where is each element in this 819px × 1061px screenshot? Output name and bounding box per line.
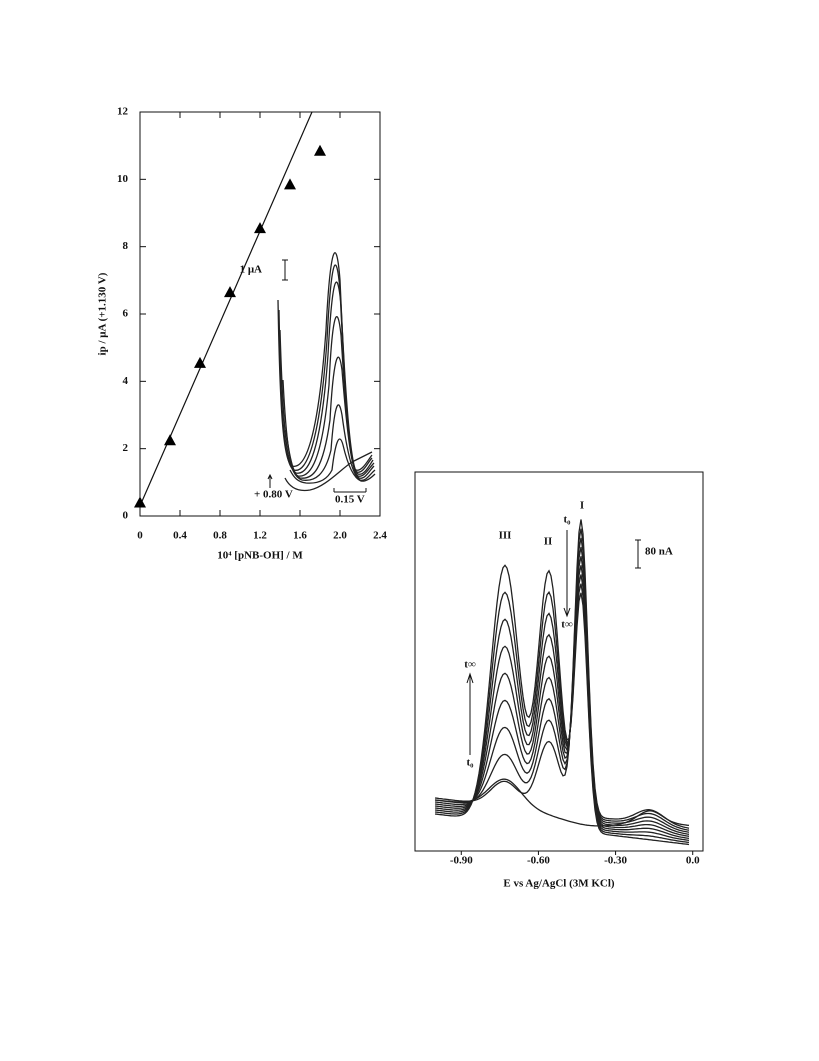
x-tick-label: 1.6 xyxy=(293,530,307,542)
curve xyxy=(434,556,690,837)
marker xyxy=(134,496,146,508)
y-axis-label: ip / μA (+1.130 V) xyxy=(97,272,109,355)
x-tick-label: 0.8 xyxy=(213,530,227,542)
x-tick-label: -0.30 xyxy=(604,855,627,867)
x-axis-label: E vs Ag/AgCl (3M KCl) xyxy=(503,878,615,890)
x-tick-label: 2.4 xyxy=(373,530,387,542)
y-tick-label: 4 xyxy=(123,375,129,387)
x-tick-label: 2.0 xyxy=(333,530,347,542)
marker xyxy=(314,144,326,156)
annotation: 80 nA xyxy=(645,546,673,558)
x-tick-label: -0.60 xyxy=(527,855,550,867)
annotation: + 0.80 V xyxy=(254,489,293,501)
y-tick-label: 12 xyxy=(117,106,129,118)
voltammogram-curves xyxy=(434,519,690,846)
annotation: 0.15 V xyxy=(335,494,365,506)
peak-label: III xyxy=(499,530,512,542)
inset-curves xyxy=(267,252,376,493)
marker xyxy=(224,286,236,298)
plot-frame xyxy=(139,111,381,517)
annotation: t∞ xyxy=(464,659,476,671)
y-tick-label: 10 xyxy=(117,173,129,185)
marker xyxy=(254,222,266,234)
curve xyxy=(434,537,690,833)
plot-frame xyxy=(414,471,704,852)
x-tick-label: -0.90 xyxy=(450,855,473,867)
annotation: t₀ xyxy=(467,757,475,769)
marker xyxy=(194,356,206,368)
y-tick-label: 0 xyxy=(123,510,129,522)
curve xyxy=(434,528,690,831)
annotation: 1 μA xyxy=(240,264,262,276)
peak-label: II xyxy=(544,536,553,548)
y-tick-label: 2 xyxy=(123,442,129,454)
curve xyxy=(434,564,690,846)
annotation: t∞ xyxy=(561,619,573,631)
marker xyxy=(284,178,296,190)
annotation: t₀ xyxy=(564,514,572,526)
arrows xyxy=(466,530,641,755)
curve xyxy=(434,546,690,835)
curve xyxy=(434,519,690,829)
peak-label: I xyxy=(580,500,584,512)
x-tick-label: 1.2 xyxy=(253,530,267,542)
x-tick-label: 0 xyxy=(137,530,143,542)
marker xyxy=(164,434,176,446)
y-tick-label: 8 xyxy=(123,240,129,252)
y-tick-label: 6 xyxy=(123,308,129,320)
curve xyxy=(434,778,690,827)
x-tick-label: 0.0 xyxy=(686,855,700,867)
x-axis-label: 10⁴ [pNB-OH] / M xyxy=(217,550,303,562)
x-tick-label: 0.4 xyxy=(173,530,187,542)
